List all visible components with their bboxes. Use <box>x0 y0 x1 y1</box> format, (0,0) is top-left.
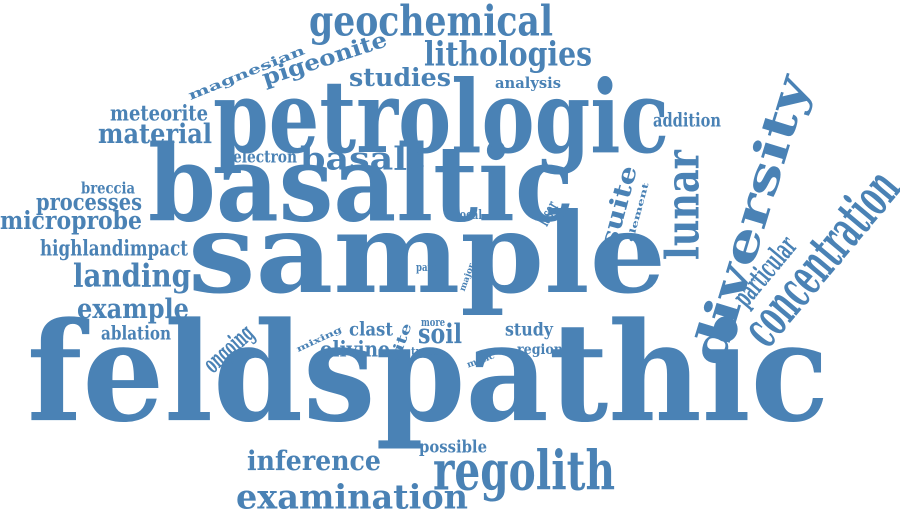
word-ablation: ablation <box>101 322 171 345</box>
word-landing: landing <box>73 257 191 295</box>
word-part: part <box>416 260 436 275</box>
word-lunar: lunar <box>654 149 709 260</box>
word-microprobe: microprobe <box>0 204 142 235</box>
word-study: study <box>505 319 553 341</box>
word-basaltic: basaltic <box>148 121 574 246</box>
word-studies: studies <box>349 61 451 92</box>
word-clast: clast <box>349 318 393 341</box>
word-inference: inference <box>247 444 381 477</box>
word-feldspathic: feldspathic <box>27 293 829 454</box>
word-addition: addition <box>653 109 721 132</box>
word-olivine: olivine <box>320 336 390 362</box>
word-soil: soil <box>418 317 462 350</box>
word-processes: processes <box>36 189 142 217</box>
word-meteorite: meteorite <box>110 100 208 126</box>
word-more: more <box>421 315 445 330</box>
word-example: example <box>77 292 189 325</box>
word-geochemical: geochemical <box>309 0 553 46</box>
word-highlandimpact: highlandimpact <box>40 235 188 261</box>
word-local: local <box>456 206 482 222</box>
word-lithologies: lithologies <box>424 33 592 74</box>
word-petrologic: petrologic <box>213 58 669 177</box>
word-analysis: analysis <box>495 74 561 92</box>
word-sample: sample <box>188 189 666 320</box>
word-basalt: basalt <box>300 140 424 178</box>
word-possible: possible <box>419 436 487 457</box>
word-material: material <box>98 117 212 150</box>
word-region: region <box>517 341 563 358</box>
word-trace: trace <box>411 344 439 359</box>
word-breccia: breccia <box>81 178 135 198</box>
word-regolith: regolith <box>433 438 615 503</box>
word-examination: examination <box>236 476 468 515</box>
word-electron: electron <box>233 146 297 167</box>
